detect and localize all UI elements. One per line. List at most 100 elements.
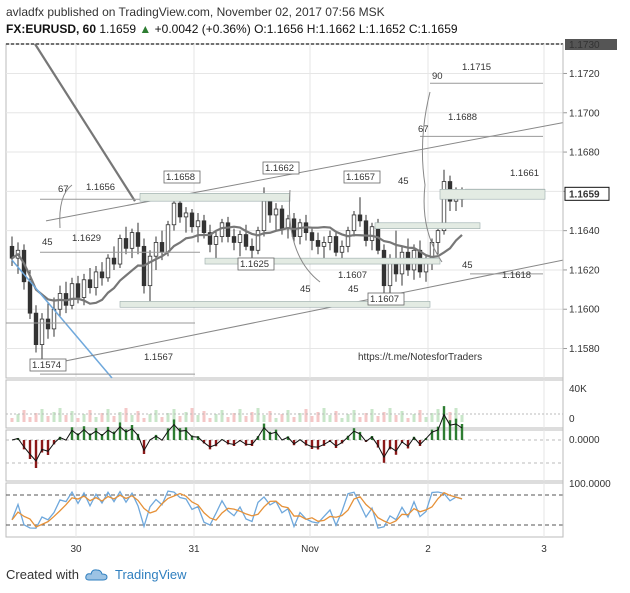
candle (351, 211, 357, 237)
oscillator-bar (46, 440, 50, 455)
volume-bar (460, 415, 464, 422)
candle (123, 226, 129, 255)
top-price-label: 1.1730 (569, 40, 600, 51)
oscillator-line (11, 413, 463, 462)
price-annotation: 1.1607 (338, 270, 367, 281)
volume-bar (46, 416, 50, 422)
oscillator-bar (292, 440, 296, 446)
candle-body (231, 236, 237, 243)
candle (297, 218, 303, 245)
oscillator-bar (88, 433, 92, 440)
main-pane (5, 43, 564, 379)
candle-body (177, 202, 183, 218)
y-tick-label: 1.1600 (569, 305, 600, 316)
arc-curve (59, 184, 73, 229)
oscillator-bar (154, 434, 158, 440)
candle-body (33, 312, 39, 345)
price-annotation: 1.1715 (462, 62, 491, 73)
symbol-line: FX:EURUSD, 60 1.1659 ▲ +0.0042 (+0.36%) … (6, 22, 458, 36)
x-tick-label: 30 (70, 544, 82, 555)
candle-body (345, 230, 351, 247)
volume-bar (256, 408, 260, 422)
candle-body (57, 293, 63, 310)
annotation-box (29, 358, 67, 372)
candle-body (87, 279, 93, 289)
volume-bar (418, 410, 422, 422)
oscillator-bar (118, 422, 122, 440)
symbol: FX:EURUSD, 60 (6, 22, 97, 36)
candle-body (93, 271, 99, 289)
volume-bar (352, 410, 356, 422)
candle (117, 234, 123, 268)
volume-bar (64, 415, 68, 422)
volume-bar (292, 417, 296, 422)
price-annotation: 1.1629 (72, 233, 101, 244)
candle-body (279, 208, 285, 230)
candle-body (81, 279, 87, 298)
tradingview-link[interactable]: TradingView (114, 567, 187, 582)
price-annotation: 1.1574 (32, 360, 61, 371)
candle (333, 230, 339, 257)
candle-body (111, 257, 117, 265)
candle (315, 232, 321, 255)
price-annotation: 1.1662 (265, 163, 294, 174)
oscillator-bar (202, 440, 206, 444)
candle (273, 203, 279, 231)
channel-upper-line (45, 122, 564, 222)
candle-body (243, 234, 249, 247)
publish-info: avladfx published on TradingView.com, No… (6, 5, 385, 19)
oscillator-bar (262, 423, 266, 440)
oscillator-bar (310, 440, 314, 449)
volume-bar (130, 415, 134, 422)
candle-body (369, 226, 375, 241)
candle (345, 226, 351, 253)
candle (255, 226, 261, 255)
candle-body (135, 232, 141, 247)
volume-bar (280, 414, 284, 422)
oscillator-bar (166, 428, 170, 440)
candle-body (237, 234, 243, 243)
oscillator-bar (346, 435, 350, 440)
volume-bar (394, 415, 398, 422)
price-annotation: 1.1661 (510, 168, 539, 179)
volume-bar (178, 416, 182, 422)
volume-bar (340, 418, 344, 422)
oscillator-bar (448, 420, 452, 440)
oscillator-bar (76, 433, 80, 440)
volume-bar (238, 409, 242, 422)
tradingview-cloud-icon (85, 568, 108, 580)
candle (213, 230, 219, 259)
volume-bar (274, 418, 278, 422)
candle-body (273, 208, 279, 216)
candle (231, 228, 237, 251)
oscillator-bar (112, 431, 116, 440)
y-tick-label: 1.1700 (569, 108, 600, 119)
volume-bar (70, 411, 74, 422)
volume-tick-label: 0 (569, 414, 575, 425)
volume-bar (424, 417, 428, 422)
volume-bar (214, 414, 218, 422)
candle (153, 236, 159, 270)
oscillator-bar (400, 440, 404, 443)
volume-pane (5, 379, 564, 429)
volume-bar (136, 411, 140, 422)
angle-label: 45 (462, 260, 473, 271)
angle-label: 45 (348, 284, 359, 295)
volume-bar (244, 416, 248, 422)
volume-bar (124, 408, 128, 422)
shaded-zone (139, 193, 291, 202)
oscillator-bar (442, 406, 446, 440)
oscillator-bar (130, 425, 134, 440)
candle-body (207, 232, 213, 245)
candle (291, 212, 297, 243)
volume-bar (226, 417, 230, 422)
oscillator-bar (394, 440, 398, 455)
candle-body (183, 212, 189, 218)
candle (183, 207, 189, 233)
candle-body (261, 200, 267, 232)
volume-bar (52, 412, 56, 422)
price-annotation: 1.1658 (166, 172, 195, 183)
oscillator-bar (70, 427, 74, 440)
oscillator-bar (274, 429, 278, 440)
